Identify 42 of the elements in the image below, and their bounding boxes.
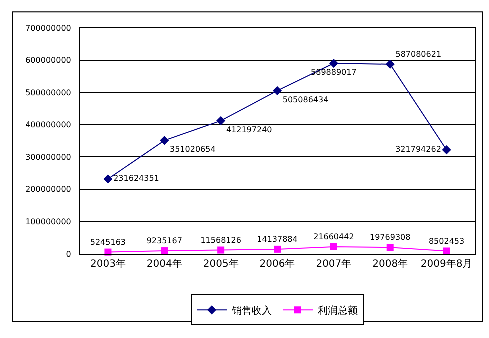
point xyxy=(442,146,452,155)
data-label: 587080621 xyxy=(396,50,442,60)
data-label: 14137884 xyxy=(257,235,298,244)
point xyxy=(161,248,168,255)
y-tick-label: 200000000 xyxy=(26,185,72,194)
point xyxy=(160,136,170,146)
y-tick-label: 500000000 xyxy=(26,88,72,98)
legend-label: 利润总额 xyxy=(318,305,358,318)
y-tick-label: 400000000 xyxy=(26,120,72,130)
data-label: 351020654 xyxy=(170,145,216,154)
x-tick-label: 2007年 xyxy=(316,258,352,270)
data-label: 19769308 xyxy=(370,233,411,242)
point xyxy=(386,244,394,252)
x-tick-label: 2003年 xyxy=(90,258,126,270)
data-label: 21660442 xyxy=(314,232,354,242)
point xyxy=(272,86,282,96)
point xyxy=(329,59,338,68)
data-label: 9235167 xyxy=(146,236,182,246)
x-tick-label: 2004年 xyxy=(146,258,182,270)
point xyxy=(218,246,225,254)
legend-label: 销售收入 xyxy=(231,305,272,318)
data-label: 412197240 xyxy=(226,125,272,134)
point xyxy=(386,60,395,70)
data-label: 5245163 xyxy=(90,238,126,247)
x-tick-label: 2005年 xyxy=(203,258,239,270)
point xyxy=(104,174,113,184)
y-tick-label: 700000000 xyxy=(26,24,72,33)
data-label: 505086434 xyxy=(282,95,329,104)
point xyxy=(216,116,226,126)
x-tick-label: 2009年8月 xyxy=(420,258,473,270)
y-tick-label: 600000000 xyxy=(26,56,72,66)
data-label: 11568126 xyxy=(200,236,242,245)
x-tick-label: 2006年 xyxy=(260,258,296,270)
x-tick-label: 2008年 xyxy=(372,258,408,270)
y-tick-label: 0 xyxy=(66,250,72,259)
data-label: 8502453 xyxy=(428,236,465,246)
data-label: 231624351 xyxy=(114,174,160,184)
y-tick-label: 300000000 xyxy=(26,152,72,162)
data-label: 321794262 xyxy=(396,145,442,154)
point xyxy=(274,246,281,253)
point xyxy=(330,244,338,251)
y-tick-label: 100000000 xyxy=(26,218,72,227)
